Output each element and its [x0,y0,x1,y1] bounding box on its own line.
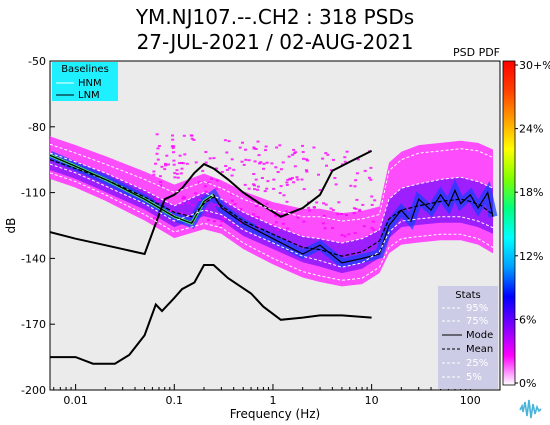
y-axis-label: dB [4,218,18,234]
y-tick-label: -50 [28,55,46,68]
y-tick-label: -110 [21,187,46,200]
y-tick-label: -170 [21,318,46,331]
colorbar-tick-label: 12% [519,250,543,263]
colorbar-tick-label: 18% [519,186,543,199]
series-line-mean [50,159,494,257]
legend-95-label: 95% [466,303,488,314]
series-line-lnm [50,264,372,365]
legend-lnm-label: LNM [78,90,100,101]
series-lines [50,143,494,365]
stats-legend: Stats 95% 75% Mode Mean 25% 5% [438,286,498,389]
colorbar-ticks: 30+% 24% 18% 12% 6% 0% [515,59,550,390]
chart-title-line1: YM.NJ107.--.CH2 : 318 PSDs [135,5,415,29]
axes: -50 -80 -110 -140 -170 -200 0.01 0.1 1 10 100 Frequ… [4,55,501,421]
waveform-logo-icon [519,399,542,419]
series-line-hnm [50,150,373,256]
x-axis-label: Frequency (Hz) [230,407,321,421]
legend-25-label: 25% [466,358,488,369]
x-tick-label: 0.01 [63,394,88,407]
chart-title-line2: 27-JUL-2021 / 02-AUG-2021 [136,30,414,54]
series-line-95pct [50,143,494,222]
legend-hnm-label: HNM [78,78,102,89]
series-line-5pct [50,172,494,281]
colorbar-tick-label: 0% [519,377,536,390]
x-tick-label: 10 [365,394,379,407]
colorbar-tick-label: 24% [519,123,543,136]
series-line-mode [50,154,494,264]
y-tick-label: -200 [21,384,46,397]
x-tick-label: 1 [269,394,276,407]
density-speckle [152,133,377,238]
series-line-75pct [50,152,494,244]
legend-mode-label: Mode [466,330,493,341]
y-tick-label: -80 [28,121,46,134]
baselines-legend: Baselines HNM LNM [52,62,118,101]
legend-5-label: 5% [466,372,482,383]
colorbar-title: PSD PDF [453,46,501,59]
colorbar-tick-label: 6% [519,313,536,326]
x-tick-label: 100 [460,394,481,407]
legend-75-label: 75% [466,316,488,327]
y-tick-label: -140 [21,252,46,265]
colorbar [502,60,516,386]
series-line-25pct [50,163,494,268]
colorbar-tick-label: 30+% [519,59,550,72]
baselines-legend-title: Baselines [61,64,109,75]
x-tick-label: 0.1 [166,394,184,407]
legend-mean-label: Mean [466,344,493,355]
stats-legend-title: Stats [455,290,481,301]
